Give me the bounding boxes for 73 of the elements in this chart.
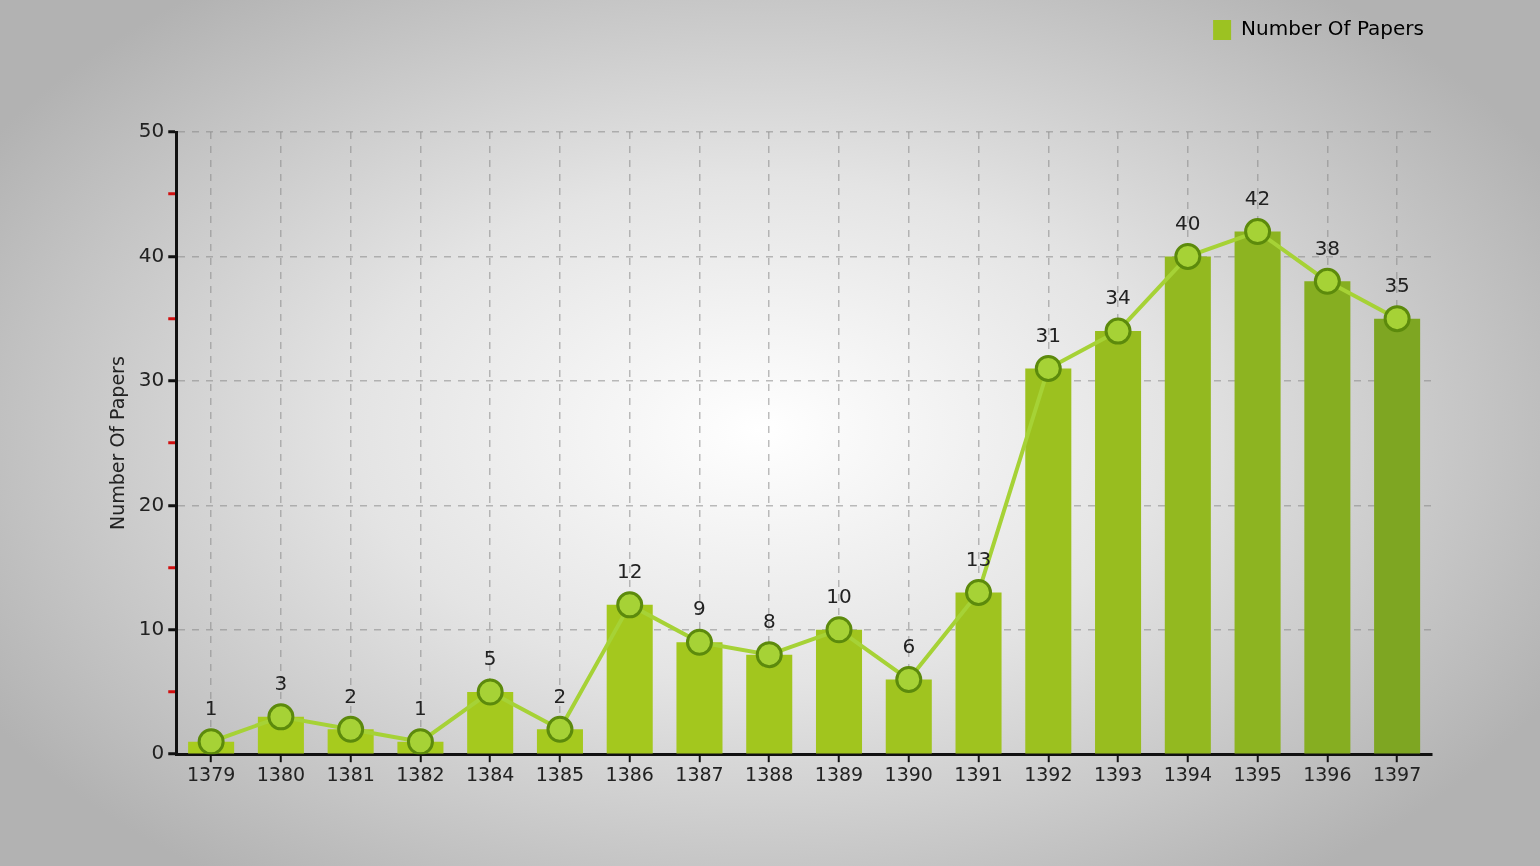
y-tick-label: 20	[138, 491, 165, 516]
data-label: 40	[1175, 210, 1201, 235]
data-label: 10	[826, 583, 852, 608]
x-tick-label: 1397	[1372, 762, 1422, 785]
point	[1174, 242, 1202, 270]
y-tick-label: 10	[138, 615, 165, 640]
point	[197, 728, 225, 755]
bar	[955, 592, 1002, 754]
data-label: 35	[1384, 272, 1410, 297]
point	[546, 715, 574, 743]
x-tick-label: 1391	[954, 762, 1003, 785]
data-label: 31	[1035, 322, 1062, 347]
point	[616, 591, 644, 619]
x-tick-label: 1386	[605, 762, 654, 785]
x-tick-label: 1382	[396, 762, 445, 785]
data-label: 1	[414, 695, 427, 720]
y-axis-title: Number Of Papers	[106, 356, 129, 530]
y-tick-label: 30	[138, 367, 165, 392]
x-tick-label: 1393	[1093, 762, 1143, 785]
point	[1313, 267, 1341, 295]
point	[895, 666, 923, 694]
bar	[1025, 368, 1072, 754]
data-label: 5	[483, 646, 497, 671]
bar	[1234, 231, 1281, 754]
x-tick-label: 1388	[745, 762, 794, 785]
bar	[885, 679, 932, 754]
point	[755, 641, 783, 669]
x-tick-label: 1384	[466, 762, 515, 785]
legend-label: Number Of Papers	[1241, 16, 1425, 41]
bar	[1164, 256, 1211, 754]
point	[965, 578, 993, 606]
x-tick-label: 1394	[1163, 762, 1213, 785]
data-label: 42	[1244, 185, 1271, 210]
point	[1034, 354, 1062, 382]
point	[337, 715, 365, 743]
x-tick-label: 1390	[884, 762, 933, 785]
x-tick-label: 1389	[814, 762, 864, 785]
x-tick-label: 1396	[1303, 762, 1352, 785]
point	[406, 728, 434, 755]
data-label: 8	[762, 608, 776, 633]
data-label: 1	[204, 695, 218, 720]
y-tick-label: 40	[138, 242, 165, 267]
x-tick-label: 1379	[186, 762, 236, 785]
data-label: 38	[1314, 235, 1341, 260]
bar	[746, 654, 793, 754]
point	[476, 678, 504, 706]
bar	[676, 642, 723, 754]
x-tick-label: 1381	[326, 762, 375, 785]
point	[1244, 218, 1272, 246]
data-label: 3	[274, 671, 288, 696]
bar	[815, 629, 863, 754]
data-label: 6	[902, 633, 916, 658]
bar	[1304, 281, 1351, 754]
x-tick-label: 1392	[1024, 762, 1073, 785]
y-tick-label: 0	[151, 740, 165, 765]
bar	[1374, 318, 1421, 754]
y-tick-label: 50	[138, 118, 165, 143]
data-label: 2	[553, 683, 567, 708]
data-label: 12	[616, 559, 643, 584]
bar	[606, 604, 653, 754]
point	[1104, 317, 1132, 345]
data-label: 2	[344, 683, 358, 708]
x-tick-label: 1380	[256, 762, 306, 785]
point	[1383, 305, 1411, 333]
data-label: 9	[693, 596, 706, 621]
bar	[1095, 331, 1142, 754]
x-tick-label: 1387	[675, 762, 724, 785]
point	[825, 616, 853, 644]
x-tick-label: 1395	[1233, 762, 1282, 785]
point	[267, 703, 295, 731]
data-label: 34	[1105, 285, 1131, 310]
x-tick-label: 1385	[535, 762, 585, 785]
point	[685, 628, 713, 656]
